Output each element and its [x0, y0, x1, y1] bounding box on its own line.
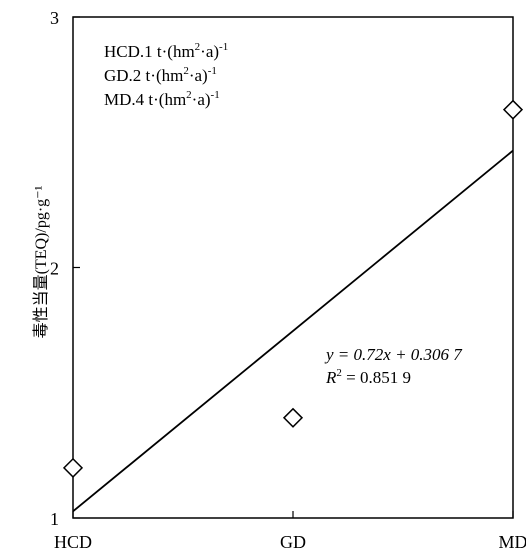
data-point-md [504, 101, 522, 119]
x-tick-label: MD [498, 532, 526, 552]
chart-marks [64, 101, 522, 512]
y-axis-label: 毒性当量(TEQ)/pg·g⁻¹ [32, 185, 50, 338]
y-tick-label: 3 [50, 8, 59, 28]
r-squared: R2 = 0.851 9 [325, 367, 411, 387]
trend-line [73, 151, 513, 512]
regression-annotation: y = 0.72x + 0.306 7 R2 = 0.851 9 [324, 345, 463, 387]
legend-entry-md: MD.4 t·(hm2·a)-1 [104, 89, 220, 109]
y-tick-label: 1 [50, 509, 59, 529]
x-tick-label: HCD [54, 532, 92, 552]
x-tick-label: GD [280, 532, 306, 552]
legend-entry-gd: GD.2 t·(hm2·a)-1 [104, 65, 217, 85]
y-tick-label: 2 [50, 259, 59, 279]
regression-equation: y = 0.72x + 0.306 7 [324, 345, 463, 364]
data-point-hcd [64, 459, 82, 477]
data-point-gd [284, 409, 302, 427]
legend: HCD.1 t·(hm2·a)-1 GD.2 t·(hm2·a)-1 MD.4 … [104, 41, 228, 109]
legend-entry-hcd: HCD.1 t·(hm2·a)-1 [104, 41, 228, 61]
